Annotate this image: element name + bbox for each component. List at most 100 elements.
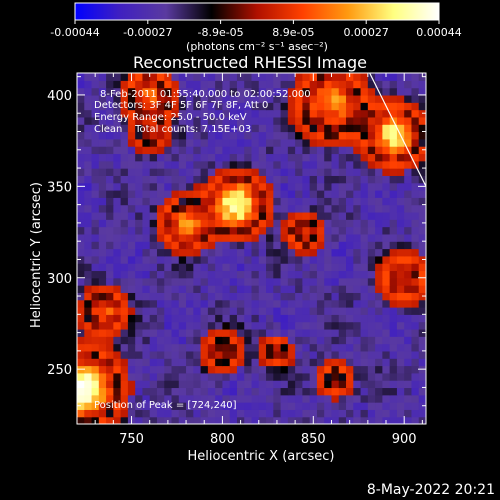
heatmap-cell: [222, 409, 231, 418]
heatmap-cell: [331, 255, 340, 264]
heatmap-cell: [418, 263, 426, 272]
heatmap-cell: [316, 241, 325, 250]
heatmap-cell: [316, 307, 325, 315]
heatmap-cell: [266, 73, 274, 81]
heatmap-cell: [156, 73, 165, 81]
heatmap-cell: [77, 380, 85, 389]
heatmap-cell: [113, 336, 122, 345]
heatmap-cell: [346, 211, 354, 220]
heatmap-cell: [222, 387, 231, 396]
heatmap-cell: [215, 138, 224, 147]
heatmap-cell: [309, 241, 318, 250]
heatmap-cell: [258, 80, 267, 89]
heatmap-cell: [91, 255, 100, 264]
heatmap-cell: [287, 350, 296, 359]
heatmap-cell: [418, 314, 426, 323]
colorbar: -0.00044 -0.00027 -8.9e-05 8.9e-05 0.00027 0.…: [50, 2, 462, 53]
heatmap-cell: [331, 153, 340, 162]
heatmap-cell: [200, 160, 209, 169]
heatmap-cell: [295, 131, 303, 140]
heatmap-cell: [149, 358, 158, 367]
heatmap-cell: [186, 314, 194, 323]
heatmap-cell: [309, 248, 318, 257]
heatmap-cell: [389, 182, 398, 191]
heatmap-cell: [236, 394, 245, 403]
heatmap-cell: [236, 219, 245, 228]
heatmap-cell: [142, 387, 151, 396]
heatmap-cell: [411, 299, 420, 308]
heatmap-cell: [338, 372, 347, 381]
heatmap-cell: [338, 263, 347, 272]
plot-frame: [76, 72, 427, 425]
heatmap-cell: [193, 365, 202, 374]
heatmap-cell: [251, 416, 260, 424]
heatmap-cell: [280, 160, 289, 169]
heatmap-cell: [229, 314, 238, 323]
heatmap-cell: [338, 255, 347, 264]
heatmap-cell: [338, 190, 347, 198]
heatmap-cell: [396, 343, 405, 352]
heatmap-cell: [295, 292, 303, 301]
heatmap-cell: [389, 416, 398, 424]
heatmap-cell: [360, 175, 369, 184]
heatmap-cell: [266, 248, 274, 257]
heatmap-cell: [324, 343, 333, 352]
heatmap-cell: [316, 94, 325, 103]
heatmap-cell: [331, 343, 340, 352]
heatmap-cell: [375, 285, 383, 293]
heatmap-cell: [113, 219, 122, 228]
heatmap-cell: [244, 87, 253, 96]
heatmap-cell: [302, 168, 311, 176]
heatmap-cell: [316, 233, 325, 242]
heatmap-cell: [127, 321, 136, 330]
heatmap-cell: [280, 255, 289, 264]
heatmap-cell: [222, 263, 231, 272]
heatmap-cell: [135, 416, 144, 424]
heatmap-cell: [171, 109, 180, 118]
heatmap-cell: [382, 153, 391, 162]
heatmap-cell: [222, 241, 231, 250]
heatmap-cell: [375, 402, 383, 410]
heatmap-cell: [418, 350, 426, 359]
heatmap-cell: [186, 190, 194, 198]
heatmap-cell: [77, 190, 85, 198]
heatmap-cell: [309, 270, 318, 279]
heatmap-cell: [280, 416, 289, 424]
heatmap-cell: [120, 131, 129, 140]
heatmap-cell: [360, 138, 369, 147]
heatmap-cell: [193, 138, 202, 147]
heatmap-cell: [418, 190, 426, 198]
heatmap-cell: [222, 277, 231, 286]
heatmap-cell: [316, 248, 325, 257]
heatmap-cell: [360, 394, 369, 403]
heatmap-cell: [309, 226, 318, 235]
heatmap-cell: [273, 336, 282, 345]
heatmap-cell: [411, 182, 420, 191]
y-axis-label: Heliocentric Y (arcsec): [29, 182, 44, 328]
heatmap-cell: [84, 299, 93, 308]
heatmap-cell: [396, 409, 405, 418]
heatmap-cell: [346, 299, 354, 308]
heatmap-cell: [404, 233, 413, 242]
heatmap-cell: [258, 343, 267, 352]
heatmap-cell: [331, 124, 340, 133]
heatmap-cell: [222, 175, 231, 184]
heatmap-cell: [207, 73, 216, 81]
heatmap-cell: [98, 292, 107, 301]
heatmap-cell: [91, 211, 100, 220]
heatmap-cell: [338, 328, 347, 337]
heatmap-cell: [156, 350, 165, 359]
heatmap-cell: [287, 211, 296, 220]
heatmap-cell: [77, 211, 85, 220]
heatmap-cell: [280, 233, 289, 242]
heatmap-cell: [244, 233, 253, 242]
heatmap-cell: [135, 255, 144, 264]
heatmap-cell: [120, 350, 129, 359]
heatmap-cell: [353, 146, 362, 155]
heatmap-cell: [302, 80, 311, 89]
heatmap-cell: [120, 292, 129, 301]
heatmap-cell: [149, 233, 158, 242]
heatmap-cell: [396, 241, 405, 250]
heatmap-cell: [411, 277, 420, 286]
heatmap-cell: [324, 263, 333, 272]
